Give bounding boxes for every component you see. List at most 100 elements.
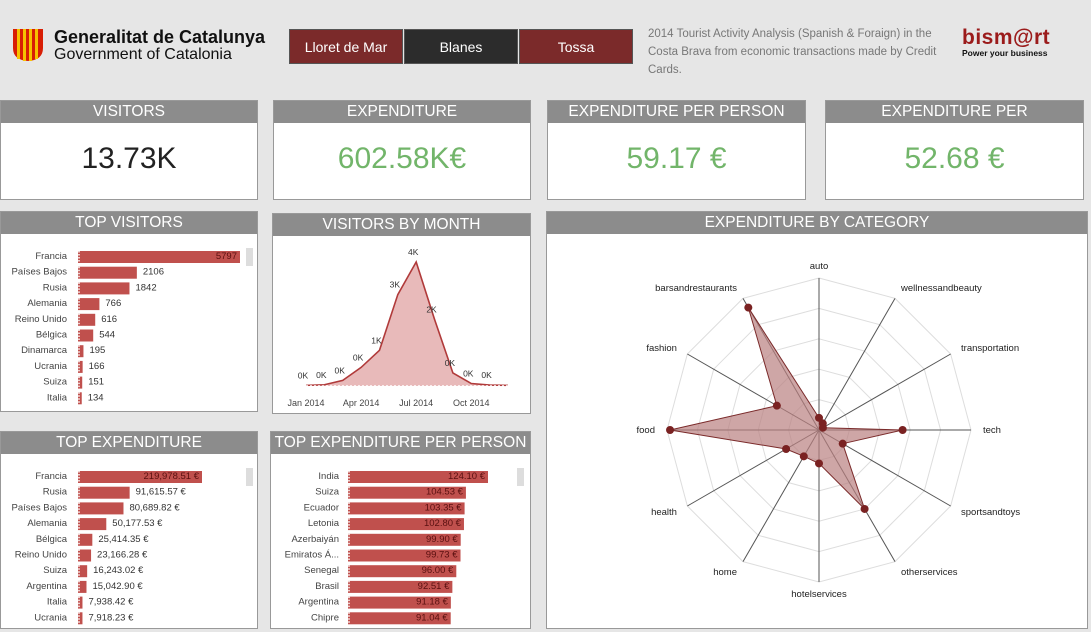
point-label: 0K — [463, 369, 474, 379]
value-label: 2106 — [143, 267, 164, 278]
data-point — [860, 504, 869, 513]
point-label: 2K — [426, 304, 437, 314]
brand-name: bism@rt — [962, 26, 1051, 49]
bismart-logo: bism@rt Power your business — [962, 26, 1050, 58]
data-point — [666, 426, 675, 434]
value-label: 103.35 € — [425, 502, 463, 513]
data-point — [818, 423, 827, 432]
axis-label: sportsandtoys — [961, 507, 1020, 518]
category-label: Francia — [35, 251, 67, 262]
top-visitors-chart: Francia 5797 Países Bajos 2106 Rusia 1842 Alem… — [12, 248, 253, 405]
point-label: 4K — [408, 247, 419, 257]
category-label: Reino Unido — [15, 314, 67, 325]
kpi-value: 602.58K€ — [337, 142, 467, 175]
data-point — [782, 445, 791, 453]
category-label: Países Bajos — [12, 267, 68, 278]
bar — [78, 329, 94, 342]
category-label: Italia — [47, 597, 68, 608]
data-point — [772, 401, 781, 410]
value-label: 23,166.28 € — [97, 550, 148, 561]
kpi-title: EXPENDITURE PER PERSON — [548, 101, 805, 123]
category-label: Italia — [47, 392, 68, 403]
visitors-by-month-panel: VISITORS BY MONTH 0K 0K 0K 0K 1K 3K 4K 2K 0K 0K 0K… — [272, 213, 531, 414]
axis-label: wellnessandbeauty — [900, 283, 982, 294]
axis-label: tech — [983, 425, 1001, 436]
expenditure-by-category-chart: auto wellnessandbeauty transportation tech s… — [637, 261, 1021, 600]
value-label: 766 — [105, 298, 121, 309]
point-label: 0K — [353, 352, 364, 362]
category-label: Alemania — [27, 518, 67, 529]
government-logo: Generalitat de Catalunya Government of C… — [12, 24, 272, 68]
bar — [78, 360, 83, 373]
category-label: Azerbaiyán — [291, 534, 339, 545]
kpi-visitors: VISITORS 13.73K — [0, 100, 258, 200]
top-visitors-panel: TOP VISITORS Francia 5797 Países Bajos 2106… — [0, 211, 258, 412]
bar — [78, 251, 240, 263]
tab-blanes[interactable]: Blanes — [404, 29, 518, 64]
kpi-title: VISITORS — [1, 101, 257, 123]
tab-lloret-de-mar[interactable]: Lloret de Mar — [289, 29, 403, 64]
bar — [348, 471, 488, 483]
axis-label: barsandrestaurants — [655, 283, 737, 294]
value-label: 134 — [88, 392, 104, 403]
axis-label: home — [713, 567, 737, 578]
category-label: Letonia — [308, 518, 340, 529]
point-label: 0K — [335, 365, 346, 375]
series-line — [305, 260, 509, 387]
kpi-expenditure-per-person: EXPENDITURE PER PERSON 59.17 € — [547, 100, 806, 200]
data-point — [898, 426, 907, 434]
value-label: 16,243.02 € — [93, 565, 144, 576]
x-tick-label: Jul 2014 — [399, 398, 433, 408]
kpi-expenditure-per-transaction: EXPENDITURE PER TRANSACTION 52.68 € — [825, 100, 1084, 200]
value-label: 104.53 € — [426, 487, 464, 498]
x-tick-label: Oct 2014 — [453, 398, 490, 408]
kpi-title: EXPENDITURE PER TRANSACTION — [826, 101, 1083, 142]
chart-title: VISITORS BY MONTH — [273, 214, 530, 236]
bar — [348, 565, 457, 578]
scrollbar-thumb[interactable] — [246, 248, 253, 266]
value-label: 92.51 € — [418, 581, 450, 592]
bar — [78, 612, 83, 625]
value-label: 96.00 € — [422, 565, 454, 576]
category-label: Dinamarca — [21, 345, 68, 356]
value-label: 544 — [99, 330, 115, 341]
axis-label: otherservices — [901, 567, 958, 578]
top-expenditure-panel: TOP EXPENDITURE Francia 219,978.51 € Rusia… — [0, 431, 258, 629]
value-label: 151 — [88, 377, 104, 388]
value-label: 80,689.82 € — [129, 502, 180, 513]
bar — [78, 471, 202, 483]
value-label: 124.10 € — [448, 471, 486, 482]
point-label: 1K — [371, 335, 382, 345]
data-point — [744, 303, 753, 312]
category-label: Suiza — [43, 377, 67, 388]
bar — [78, 518, 107, 531]
bar — [78, 392, 82, 405]
axis-label: hotelservices — [791, 589, 847, 600]
scrollbar-thumb[interactable] — [246, 468, 253, 486]
value-label: 25,414.35 € — [98, 534, 149, 545]
category-label: Argentina — [26, 581, 67, 592]
bar — [348, 580, 453, 593]
bar — [78, 376, 83, 389]
bar — [78, 533, 93, 546]
value-label: 50,177.53 € — [112, 518, 163, 529]
category-label: Suiza — [315, 487, 339, 498]
bar — [78, 596, 83, 609]
tab-tossa[interactable]: Tossa — [519, 29, 633, 64]
category-label: Emiratos Á... — [285, 550, 339, 561]
axis-label: transportation — [961, 343, 1019, 354]
org-name: Generalitat de Catalunya — [54, 27, 266, 47]
axis-spoke — [818, 353, 951, 431]
data-point — [799, 452, 808, 461]
axis-label: health — [651, 507, 677, 518]
value-label: 7,938.42 € — [88, 597, 134, 608]
brand-tagline: Power your business — [962, 48, 1048, 58]
report-description: 2014 Tourist Activity Analysis (Spanish … — [648, 28, 937, 76]
scrollbar-thumb[interactable] — [517, 468, 524, 486]
category-label: Reino Unido — [15, 550, 67, 561]
bar — [348, 596, 451, 609]
bar — [348, 486, 466, 499]
area-fill — [306, 262, 508, 386]
bar — [78, 313, 96, 326]
point-label: 0K — [481, 370, 492, 380]
